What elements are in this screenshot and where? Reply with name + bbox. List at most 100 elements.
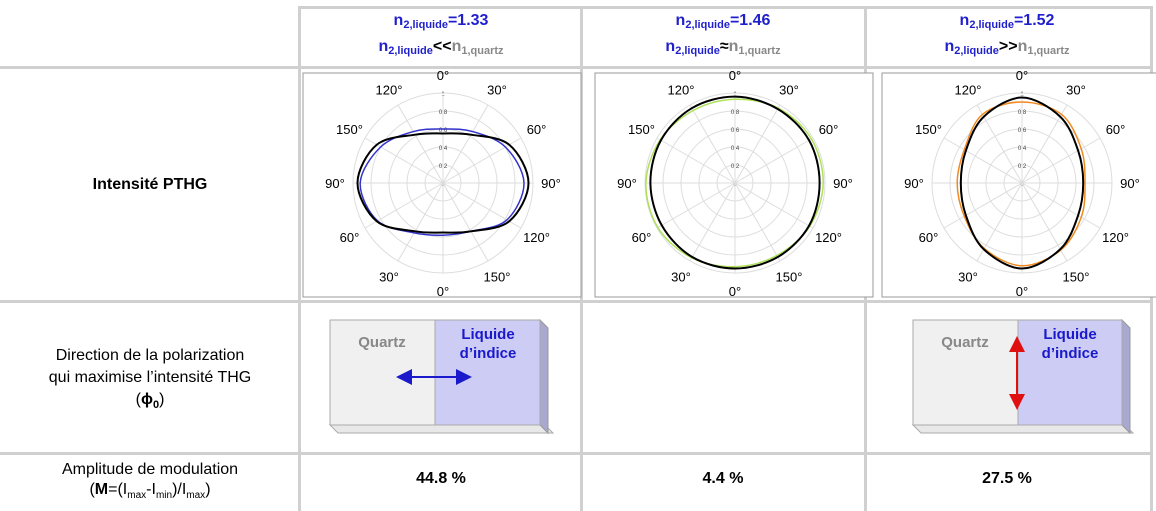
angle-label: 120° (376, 82, 403, 97)
angle-label: 120° (815, 230, 842, 245)
quartz-block (912, 319, 1019, 426)
grid-spoke (656, 182, 736, 229)
angle-label: 60° (340, 230, 360, 245)
text: 2,liquide (954, 45, 999, 57)
text: =(I (108, 481, 128, 498)
angle-label: 0° (729, 68, 741, 83)
liquid-label: Liquide (461, 326, 514, 343)
text: 2,liquide (403, 19, 448, 31)
modulation-value: 4.4 % (702, 470, 744, 487)
row-label: Intensité PTHG (92, 176, 208, 193)
angle-label: 150° (915, 122, 942, 137)
angle-label: 60° (632, 230, 652, 245)
liquid-label: d’indice (460, 345, 517, 362)
text: max (127, 490, 147, 502)
angle-label: 60° (819, 122, 839, 137)
text: n (378, 38, 389, 55)
grid-spoke (689, 182, 736, 262)
text: 1,quartz (1027, 45, 1070, 57)
angle-label: 0° (437, 68, 449, 83)
angle-label: 0° (1016, 284, 1028, 299)
grid-spoke (364, 137, 444, 184)
text: 2,liquide (685, 19, 730, 31)
text: ϕ (140, 391, 153, 408)
column-header: n2,liquide=1.46 n2,liquide≈n1,quartz (582, 10, 864, 62)
quartz-label: Quartz (358, 334, 406, 351)
angle-label: 90° (1120, 176, 1140, 191)
column-header: n2,liquide=1.33 n2,liquide<<n1,quartz (300, 10, 582, 62)
border (298, 6, 301, 511)
text: Amplitude de modulation (61, 461, 239, 478)
text: n (1017, 38, 1028, 55)
angle-label: 90° (541, 176, 561, 191)
liquid-block (1017, 319, 1123, 426)
grid-spoke (689, 104, 736, 184)
border (0, 452, 1152, 455)
text: 1,quartz (738, 45, 781, 57)
grid-spoke (734, 182, 814, 229)
angle-label: 60° (527, 122, 547, 137)
text: =1.46 (729, 12, 771, 29)
quartz-label: Quartz (941, 334, 989, 351)
text: qui maximise l’intensité THG (48, 369, 252, 386)
grid-spoke (1021, 104, 1068, 184)
angle-label: 60° (1106, 122, 1126, 137)
text: ) (159, 391, 165, 408)
row-label: Direction de la polarization qui maximis… (0, 345, 300, 416)
grid-spoke (943, 137, 1023, 184)
grid-spoke (1021, 182, 1068, 262)
text: n (944, 38, 955, 55)
angle-label: 90° (325, 176, 345, 191)
box-face (1121, 318, 1131, 435)
angle-label: 150° (776, 270, 803, 285)
text: ) (205, 481, 211, 498)
angle-label: 30° (671, 270, 691, 285)
grid-spoke (734, 182, 781, 262)
text: n (451, 38, 462, 55)
text: M (94, 481, 109, 498)
modulation-value: 44.8 % (416, 470, 466, 487)
grid-spoke (1021, 182, 1101, 229)
angle-label: 0° (729, 284, 741, 299)
angle-label: 0° (1016, 68, 1028, 83)
angle-label: 120° (668, 82, 695, 97)
grid-spoke (442, 104, 489, 184)
grid-spoke (734, 137, 814, 184)
grid-spoke (442, 137, 522, 184)
text: n (728, 38, 739, 55)
text: 2,liquide (675, 45, 720, 57)
grid-spoke (656, 137, 736, 184)
text: >> (998, 38, 1018, 55)
liquid-label: d’indice (1042, 345, 1099, 362)
text: 2,liquide (388, 45, 433, 57)
text: ( (89, 481, 95, 498)
text: 0 (152, 399, 160, 412)
border (0, 300, 1152, 303)
text: min (155, 490, 173, 502)
text: n (665, 38, 676, 55)
angle-label: 120° (1102, 230, 1129, 245)
column-header: n2,liquide=1.52 n2,liquide>>n1,quartz (866, 10, 1148, 62)
box-face (328, 424, 555, 434)
angle-label: 30° (487, 82, 507, 97)
text: =1.33 (447, 12, 489, 29)
polar-curve (649, 95, 821, 270)
polar-curve (359, 128, 525, 237)
text: 2,liquide (969, 19, 1014, 31)
box-face (539, 318, 549, 435)
text: ≈ (719, 38, 729, 55)
liquid-label: Liquide (1043, 326, 1096, 343)
text: -I (146, 481, 156, 498)
angle-label: 90° (617, 176, 637, 191)
text: max (186, 490, 206, 502)
angle-label: 30° (379, 270, 399, 285)
angle-label: 120° (523, 230, 550, 245)
angle-label: 150° (1063, 270, 1090, 285)
row-label: Amplitude de modulation (M=(Imax-Imin)/I… (0, 460, 300, 506)
angle-label: 150° (484, 270, 511, 285)
text: << (432, 38, 452, 55)
modulation-value: 27.5 % (982, 470, 1032, 487)
diagram: Quartz Liquide d’indice (328, 318, 555, 435)
